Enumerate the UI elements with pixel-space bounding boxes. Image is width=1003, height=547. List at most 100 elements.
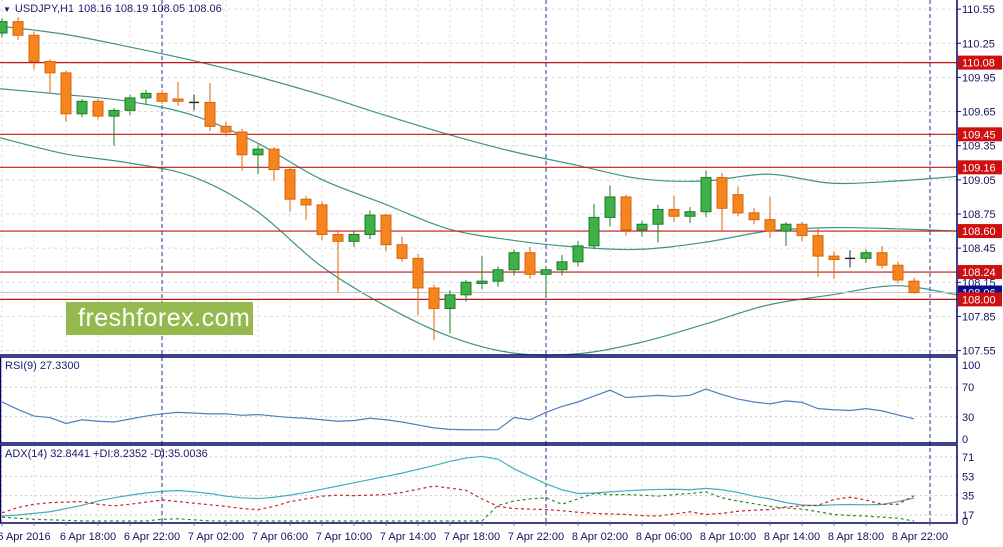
candle (60, 70, 72, 122)
candle-body (60, 72, 72, 115)
support-resistance-lines[interactable] (0, 62, 957, 300)
candle (908, 277, 920, 294)
candle-body (284, 169, 296, 200)
time-label: 8 Apr 18:00 (828, 531, 884, 543)
candlestick-series (0, 17, 920, 341)
adx-indicator-panel[interactable] (1, 455, 915, 522)
candle-body (908, 280, 920, 294)
level-price-badge-bg (958, 292, 1002, 307)
level-price-badge-text: 108.24 (962, 267, 996, 279)
minus-di-line (1, 485, 915, 517)
time-label: 7 Apr 10:00 (316, 531, 372, 543)
candle-body (860, 252, 872, 259)
candle (700, 170, 712, 218)
level-price-badge-text: 110.08 (962, 58, 995, 70)
candle (764, 196, 776, 238)
candle (0, 18, 8, 38)
price-axis[interactable]: 110.55 110.25 109.95 109.65 109.35 109.05 108.… (957, 4, 1002, 528)
level-price-badge-bg (958, 127, 1002, 142)
candle-body (76, 100, 88, 115)
price-tick-label: 109.95 (962, 72, 996, 84)
time-label: 8 Apr 22:00 (892, 531, 948, 543)
candle-body (204, 101, 216, 127)
candle (492, 266, 504, 287)
candle-body (28, 34, 40, 62)
plus-di-line (1, 491, 915, 522)
time-axis[interactable]: 6 Apr 2016 6 Apr 18:00 6 Apr 22:00 7 Apr 02… (0, 523, 948, 543)
candle-body (140, 92, 152, 99)
level-price-badge: 108.00 (958, 292, 1002, 307)
candle (748, 208, 760, 225)
level-price-badge-bg (958, 265, 1002, 280)
time-label: 8 Apr 06:00 (636, 531, 692, 543)
candle-body (588, 216, 600, 247)
time-label: 8 Apr 14:00 (764, 531, 820, 543)
rsi-indicator-panel[interactable] (1, 388, 915, 431)
candle-body (428, 287, 440, 309)
candle (716, 173, 728, 233)
candle-body (700, 177, 712, 213)
price-tick-label: 110.25 (962, 38, 995, 50)
candle (828, 251, 840, 279)
price-tick-label: 107.85 (962, 311, 996, 323)
candle (652, 204, 664, 243)
time-label: 8 Apr 10:00 (700, 531, 756, 543)
candle (332, 229, 344, 293)
candle-body (620, 196, 632, 231)
candle-body (220, 125, 232, 133)
level-price-badge-text: 108.60 (962, 226, 996, 238)
candle (252, 144, 264, 175)
candle-body (764, 219, 776, 232)
candle-body (412, 257, 424, 289)
candle (172, 81, 184, 106)
candle (140, 89, 152, 105)
candle (796, 221, 808, 242)
candle (668, 195, 680, 222)
candle (348, 231, 360, 248)
candle (636, 220, 648, 237)
candle (189, 94, 199, 111)
bollinger-bands (0, 25, 958, 356)
candle-body (668, 208, 680, 217)
rsi-panel-border (0, 356, 958, 444)
bollinger-upper-line (0, 25, 958, 185)
time-label: 6 Apr 18:00 (60, 531, 116, 543)
candle-body (252, 148, 264, 156)
adx-scale-label: 35 (962, 491, 974, 503)
candle-body (524, 252, 536, 275)
candle-body (492, 269, 504, 282)
candle-body (44, 60, 56, 74)
level-price-badge: 109.16 (958, 160, 1002, 175)
candle-body (748, 212, 760, 221)
level-price-badge: 108.24 (958, 265, 1002, 280)
candle-body (124, 97, 136, 111)
price-tick-label: 109.65 (962, 107, 996, 119)
symbol-dropdown-icon[interactable]: ▼ (3, 4, 11, 14)
level-price-badge: 108.60 (958, 224, 1002, 239)
price-tick-label: 107.55 (962, 346, 996, 358)
candle-body (476, 280, 488, 284)
rsi-scale-label: 70 (962, 382, 974, 394)
candle-body (156, 92, 168, 102)
candle-body (316, 204, 328, 235)
candle-body (780, 223, 792, 232)
symbol-period-label: USDJPY,H1 (14, 3, 75, 15)
candle (540, 267, 552, 295)
candle-body (92, 100, 104, 117)
chart-title: ▼ USDJPY,H1 108.16 108.19 108.05 108.06 (3, 3, 222, 15)
candle-body (636, 223, 648, 231)
candle (364, 210, 376, 240)
bollinger-lower-line (0, 137, 958, 356)
candle-body (812, 235, 824, 257)
price-tick-label: 109.35 (962, 141, 996, 153)
candle (876, 245, 888, 269)
rsi-scale-label: 100 (962, 360, 980, 372)
candle (300, 195, 312, 220)
candle (412, 253, 424, 316)
adx-line (1, 455, 915, 517)
candle (76, 99, 88, 118)
candle-body (684, 211, 696, 217)
candle (108, 108, 120, 146)
